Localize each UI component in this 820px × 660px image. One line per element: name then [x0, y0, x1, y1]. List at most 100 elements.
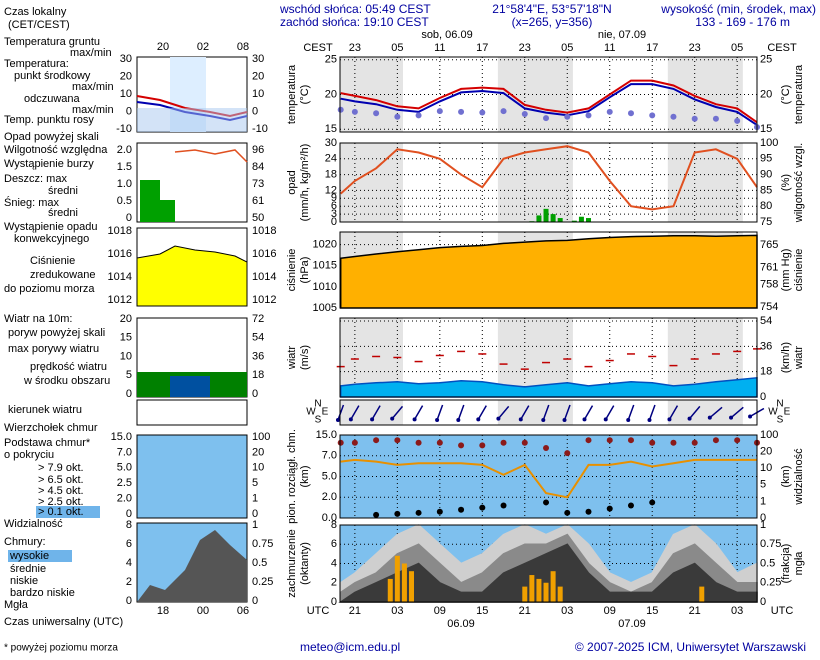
y2-tick-label: 15 — [760, 123, 772, 135]
y2-tick-label: 100 — [760, 429, 778, 441]
axis-title: (km) — [299, 466, 311, 488]
y-tick-label: 0 — [331, 216, 337, 228]
dot — [585, 437, 592, 444]
axis-title: (m/s) — [299, 345, 311, 370]
legend-panels — [136, 56, 248, 603]
dot — [500, 108, 507, 115]
dot — [373, 110, 380, 117]
legend-tick-label: 0.25 — [252, 576, 273, 588]
y2-tick-label: 0 — [760, 391, 766, 403]
dot — [500, 439, 507, 446]
wind-arrow — [350, 405, 360, 420]
y2-tick-label: 95 — [760, 153, 772, 165]
x-tick-label: 15 — [476, 605, 488, 617]
x-tick-label: 15 — [646, 605, 658, 617]
dot — [712, 115, 719, 122]
legend-tick-label: 10 — [252, 88, 264, 100]
legend-tick-label: 50 — [252, 212, 264, 224]
wind-arrow-head — [412, 417, 417, 422]
legend-label: Widzialność — [4, 518, 63, 530]
dot — [415, 439, 422, 446]
y-tick-label: 1015 — [313, 260, 337, 272]
date-label: sob, 06.09 — [421, 29, 472, 41]
y2-tick-label: 10 — [760, 462, 772, 474]
legend-label: Temperatura gruntu — [4, 36, 100, 48]
legend-tick-label: 0 — [126, 212, 132, 224]
bar — [536, 578, 542, 602]
dot — [691, 115, 698, 122]
line — [340, 83, 758, 126]
legend-tick-label: 61 — [252, 195, 264, 207]
dot — [373, 437, 380, 444]
legend-label: > 0.1 okt. — [38, 506, 84, 518]
bar — [522, 586, 528, 602]
legend-label: Mgła — [4, 599, 29, 611]
legend-label: średnie — [10, 563, 46, 575]
legend-hour: 20 — [157, 41, 169, 53]
x-tick-label: 03 — [391, 605, 403, 617]
legend-tick-label: 2.0 — [117, 493, 132, 505]
y-tick-label: 8 — [331, 519, 337, 531]
legend-label: bardzo niskie — [10, 587, 75, 599]
legend-tick-label: 1014 — [108, 271, 132, 283]
legend-label: do poziomu morza — [4, 283, 95, 295]
legend-tick-label: -10 — [252, 123, 268, 135]
legend-label: średni — [48, 207, 78, 219]
dot — [479, 109, 486, 116]
dot — [691, 439, 698, 446]
axis-title: (mm Hg) — [780, 249, 792, 292]
panel — [335, 399, 765, 426]
bar — [578, 216, 584, 222]
legend-label: Czas uniwersalny (UTC) — [4, 616, 123, 628]
panel — [337, 434, 760, 519]
legend-hour: 02 — [197, 41, 209, 53]
legend-tick-label: 2.0 — [117, 144, 132, 156]
axis-title: (oktanty) — [299, 542, 311, 585]
panel — [339, 231, 758, 309]
y2-tick-label: 1 — [760, 519, 766, 531]
y2-tick-label: 5 — [760, 479, 766, 491]
wind-arrow — [668, 405, 679, 420]
dot — [649, 112, 656, 119]
dot — [479, 504, 486, 511]
legend-label: wysokie — [9, 550, 49, 562]
legend-tick-label: 1018 — [108, 225, 132, 237]
legend-sample — [174, 149, 248, 163]
dot — [394, 437, 401, 444]
legend-highlight — [36, 506, 100, 518]
legend-label: Chmury: — [4, 536, 46, 548]
y-tick-label: 6 — [331, 538, 337, 550]
legend-panel — [136, 434, 248, 519]
line — [340, 458, 757, 499]
email[interactable]: meteo@icm.edu.pl — [300, 640, 400, 654]
y2-tick-label: 20 — [760, 446, 772, 458]
legend-tick-label: 0.5 — [117, 195, 132, 207]
dot — [394, 113, 401, 120]
bar — [536, 215, 542, 222]
legend-sample — [137, 530, 247, 602]
dot — [734, 117, 741, 124]
wind-arrow-head — [603, 417, 608, 422]
wind-arrow-head — [687, 416, 692, 421]
dot — [670, 113, 677, 120]
legend-tick-label: 0.5 — [252, 557, 267, 569]
y2-tick-label: 85 — [760, 184, 772, 196]
legend-tick-label: 20 — [252, 70, 264, 82]
legend-label: > 7.9 okt. — [38, 462, 84, 474]
y2-tick-label: 758 — [760, 278, 778, 290]
dot — [500, 502, 507, 509]
y2-tick-label: 761 — [760, 261, 778, 273]
axis-title: (km/h) — [780, 342, 792, 373]
dot — [415, 112, 422, 119]
legend-tick-label: 1018 — [252, 225, 276, 237]
legend-tick-label: 20 — [120, 313, 132, 325]
y-tick-label: 15.0 — [316, 429, 337, 441]
axis-title: (°C) — [299, 85, 311, 105]
date-label: 07.09 — [618, 618, 646, 630]
axis-title: temperatura — [286, 64, 298, 124]
legend-label: konwekcyjnego — [14, 233, 89, 245]
y-tick-label: 6 — [331, 200, 337, 212]
y-tick-label: 1010 — [313, 281, 337, 293]
legend-label: Śnieg: max — [4, 196, 60, 209]
bar — [394, 555, 400, 602]
